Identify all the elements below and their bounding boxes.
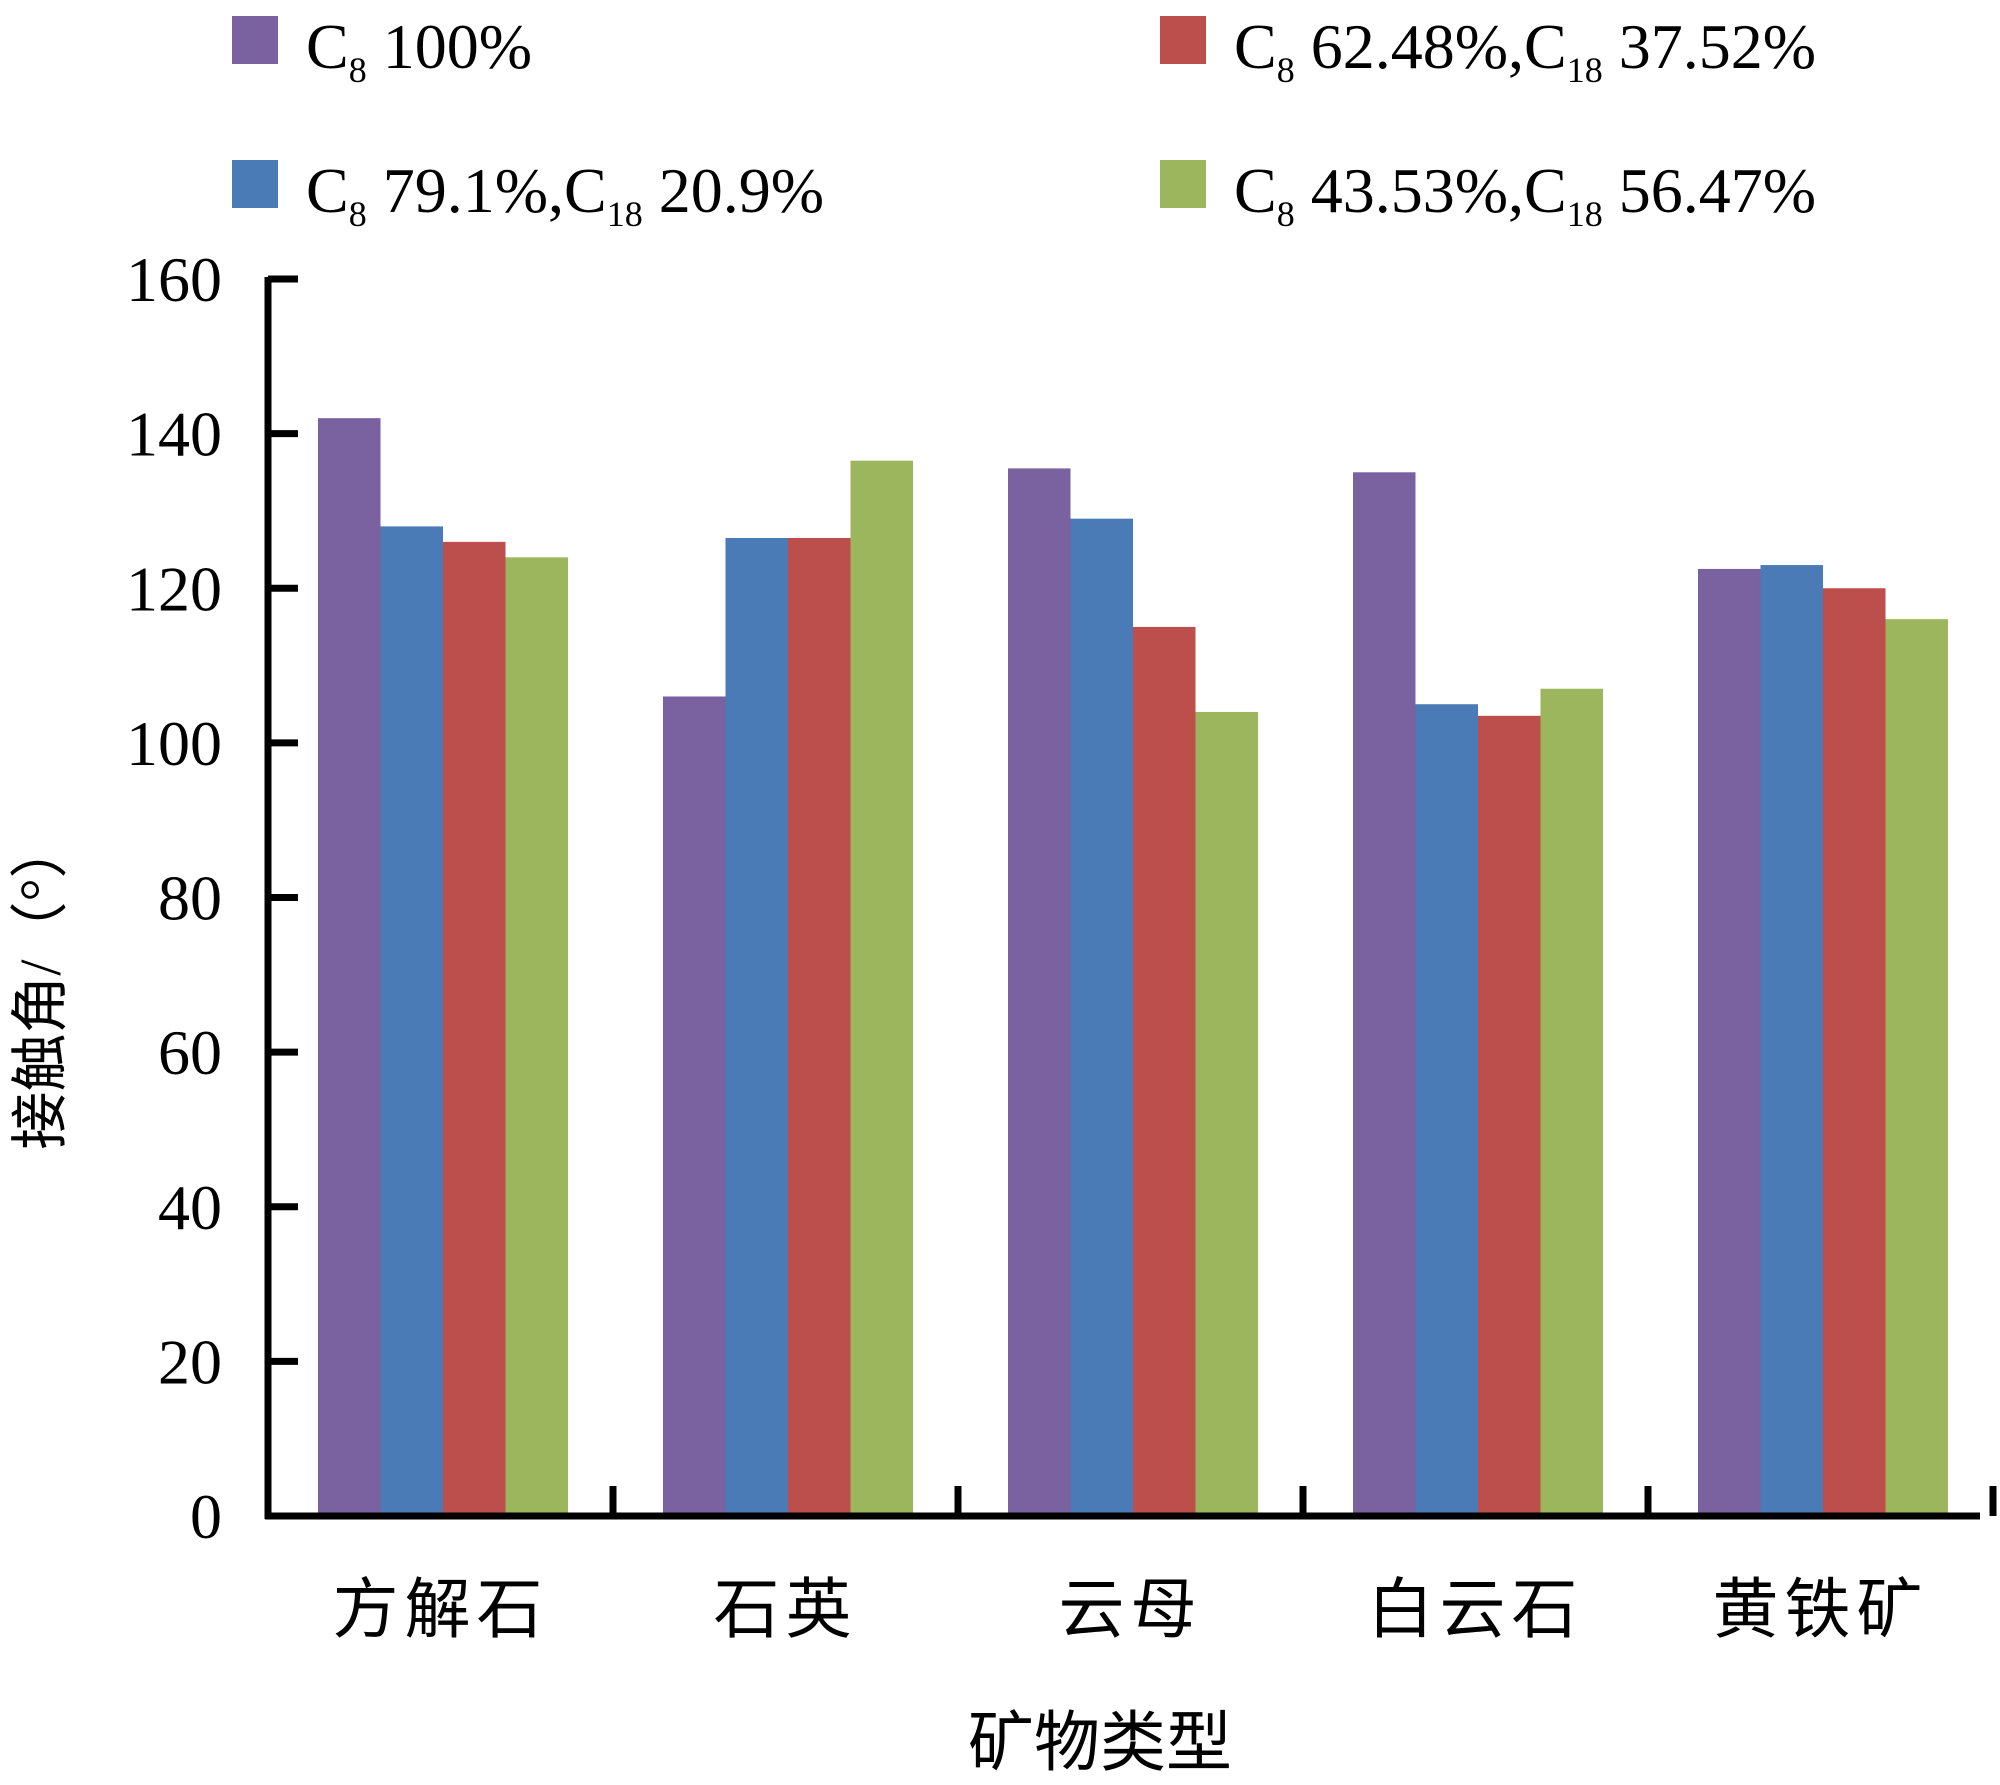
x-axis-title: 矿物类型: [968, 1707, 1232, 1780]
bar-4-series-3: [1478, 715, 1541, 1516]
legend-item-4: C8 43.53%,C18 56.47%: [1160, 155, 1816, 234]
bar-2-series-2: [725, 537, 788, 1516]
x-category-label: 黄铁矿: [1713, 1574, 1929, 1647]
x-category-labels: 方解石 石英 云母 白云石 黄铁矿: [333, 1574, 1929, 1647]
legend-swatch: [1160, 160, 1206, 208]
x-category-label: 云母: [1059, 1574, 1203, 1647]
x-category-label: 石英: [714, 1574, 858, 1647]
bar-1-series-4: [505, 557, 568, 1516]
y-tick-label: 20: [158, 1326, 222, 1397]
bar-4-series-1: [1353, 472, 1416, 1516]
legend-item-1: C8 100%: [232, 11, 532, 90]
legend-swatch: [232, 16, 278, 64]
y-tick-label: 100: [126, 708, 222, 779]
legend-label: C8 79.1%,C18 20.9%: [306, 155, 824, 234]
bar-1-series-1: [318, 418, 381, 1517]
x-category-label: 白云石: [1368, 1574, 1584, 1647]
bar-3-series-2: [1070, 518, 1133, 1516]
bar-5-series-1: [1698, 568, 1761, 1516]
bar-4-series-4: [1540, 688, 1603, 1516]
bar-5-series-4: [1885, 619, 1948, 1516]
bars: [318, 418, 1948, 1517]
legend-item-3: C8 62.48%,C18 37.52%: [1160, 11, 1816, 90]
bar-2-series-3: [788, 537, 851, 1516]
y-axis-title: 接触角/（°）: [8, 820, 73, 1149]
legend: C8 100% C8 79.1%,C18 20.9% C8 62.48%,C18 3…: [232, 11, 1816, 234]
y-tick-label: 0: [190, 1481, 222, 1552]
bar-5-series-3: [1823, 588, 1886, 1516]
legend-label: C8 43.53%,C18 56.47%: [1234, 155, 1816, 234]
bar-3-series-3: [1133, 626, 1196, 1516]
bar-1-series-2: [380, 526, 443, 1516]
legend-swatch: [232, 160, 278, 208]
y-tick-label: 40: [158, 1172, 222, 1243]
bar-2-series-4: [850, 460, 913, 1517]
bar-3-series-1: [1008, 468, 1071, 1516]
legend-label: C8 100%: [306, 11, 532, 90]
legend-swatch: [1160, 16, 1206, 64]
y-tick-label: 120: [126, 553, 222, 624]
legend-item-2: C8 79.1%,C18 20.9%: [232, 155, 824, 234]
x-category-label: 方解石: [333, 1574, 549, 1647]
y-tick-label: 80: [158, 863, 222, 934]
bar-4-series-2: [1415, 704, 1478, 1516]
y-tick-label: 60: [158, 1017, 222, 1088]
y-tick-label: 140: [126, 399, 222, 470]
legend-label: C8 62.48%,C18 37.52%: [1234, 11, 1816, 90]
axes: [264, 275, 1997, 1520]
y-tick-labels: 0 20 40 60 80 100 120 140 160: [126, 244, 222, 1552]
bar-5-series-2: [1760, 565, 1823, 1516]
y-tick-label: 160: [126, 244, 222, 315]
bar-3-series-4: [1195, 711, 1258, 1516]
bar-1-series-3: [443, 541, 506, 1516]
bar-2-series-1: [663, 696, 726, 1516]
